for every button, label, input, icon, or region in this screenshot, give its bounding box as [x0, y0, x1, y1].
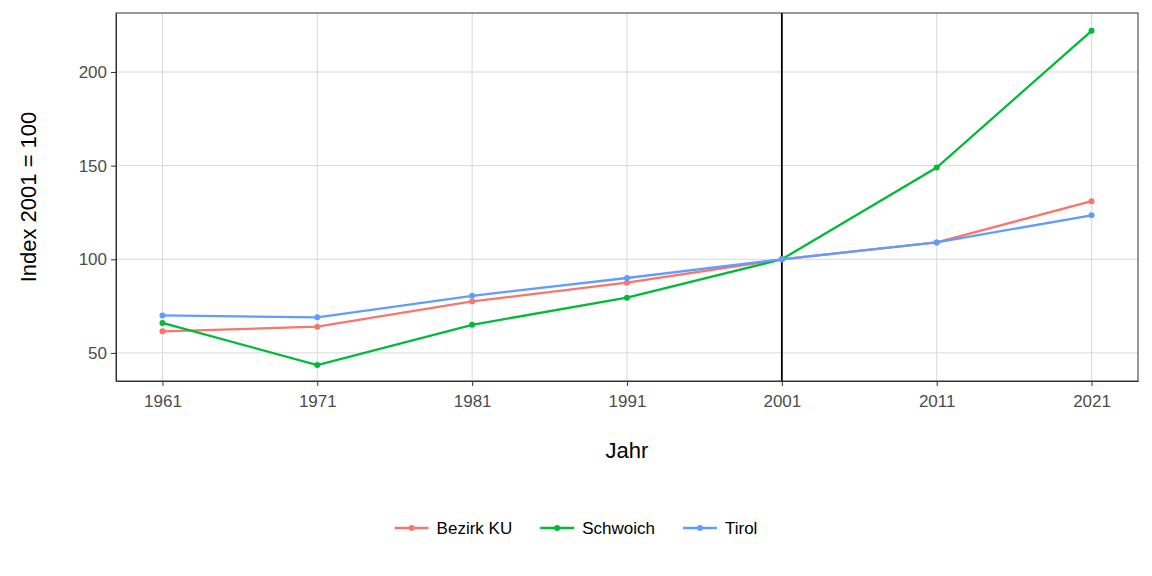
x-tick-mark — [937, 381, 938, 386]
x-tick-label: 1981 — [454, 392, 492, 411]
series-point — [934, 239, 940, 245]
y-tick: 150 — [79, 157, 116, 176]
x-tick-mark — [782, 381, 783, 386]
series-point — [779, 256, 785, 262]
x-grid-line — [1091, 13, 1092, 381]
series-line — [162, 201, 1091, 331]
x-tick: 1991 — [609, 381, 647, 411]
x-tick: 1981 — [454, 381, 492, 411]
y-tick: 50 — [88, 344, 116, 363]
x-tick: 2001 — [763, 381, 801, 411]
y-axis: 50 100 150 200 — [79, 14, 117, 382]
legend-marker — [409, 525, 415, 531]
legend-item: Schwoich — [540, 519, 655, 538]
reference-line — [781, 13, 783, 381]
series-point — [469, 322, 475, 328]
x-tick-mark — [627, 381, 628, 386]
y-tick: 100 — [79, 250, 116, 269]
x-tick: 1961 — [144, 381, 182, 411]
series-point — [934, 239, 940, 245]
x-tick-label: 1961 — [144, 392, 182, 411]
series-point — [624, 295, 630, 301]
y-tick-label: 200 — [79, 63, 107, 82]
series-line — [162, 215, 1091, 317]
series-point — [624, 275, 630, 281]
legend-label: Tirol — [725, 519, 757, 538]
series-point — [779, 256, 785, 262]
legend-label: Schwoich — [582, 519, 655, 538]
y-tick-label: 50 — [88, 344, 107, 363]
x-tick-mark — [472, 381, 473, 386]
series-point — [1089, 28, 1095, 34]
legend-marker — [554, 525, 560, 531]
x-tick-label: 2011 — [919, 392, 956, 411]
x-tick: 2021 — [1073, 381, 1111, 411]
series-point — [159, 312, 165, 318]
legend-label: Bezirk KU — [437, 519, 513, 538]
x-grid-line — [627, 13, 628, 381]
x-tick-label: 1971 — [299, 392, 337, 411]
series-point — [314, 362, 320, 368]
y-tick-mark — [111, 166, 116, 167]
series-point — [469, 298, 475, 304]
series-line — [162, 31, 1091, 365]
grid — [116, 13, 1138, 381]
legend-marker — [697, 525, 703, 531]
x-tick-label: 2001 — [763, 392, 801, 411]
x-tick-mark — [317, 381, 318, 386]
y-tick-mark — [111, 72, 116, 73]
series-point — [779, 256, 785, 262]
x-tick-mark — [1092, 381, 1093, 386]
x-tick-label: 2021 — [1073, 392, 1111, 411]
legend: Bezirk KU Schwoich Tirol — [395, 519, 758, 538]
series-point — [934, 165, 940, 171]
x-axis-title: Jahr — [606, 438, 649, 463]
series-point — [314, 314, 320, 320]
y-tick: 200 — [79, 63, 116, 82]
series-point — [1089, 212, 1095, 218]
series-point — [314, 324, 320, 330]
plot-area — [159, 13, 1094, 381]
legend-item: Tirol — [683, 519, 757, 538]
series-point — [159, 328, 165, 334]
y-axis-title: Index 2001 = 100 — [16, 112, 41, 283]
x-tick-mark — [162, 381, 163, 386]
x-tick: 1971 — [299, 381, 337, 411]
series-point — [1089, 198, 1095, 204]
y-tick-mark — [111, 353, 116, 354]
plot-frame — [116, 13, 1138, 381]
x-tick: 2011 — [919, 381, 956, 411]
legend-item: Bezirk KU — [395, 519, 513, 538]
y-tick-label: 150 — [79, 157, 107, 176]
y-tick-mark — [111, 259, 116, 260]
x-grid-line — [936, 13, 937, 381]
x-tick-label: 1991 — [609, 392, 647, 411]
x-grid-line — [781, 13, 782, 381]
series-point — [159, 320, 165, 326]
y-tick-label: 100 — [79, 250, 107, 269]
chart: 1961 1971 1981 1991 2001 2011 2021 50 100 150 200 J… — [0, 0, 1152, 576]
x-axis: 1961 1971 1981 1991 2001 2011 2021 — [117, 381, 1139, 411]
series-point — [469, 293, 475, 299]
